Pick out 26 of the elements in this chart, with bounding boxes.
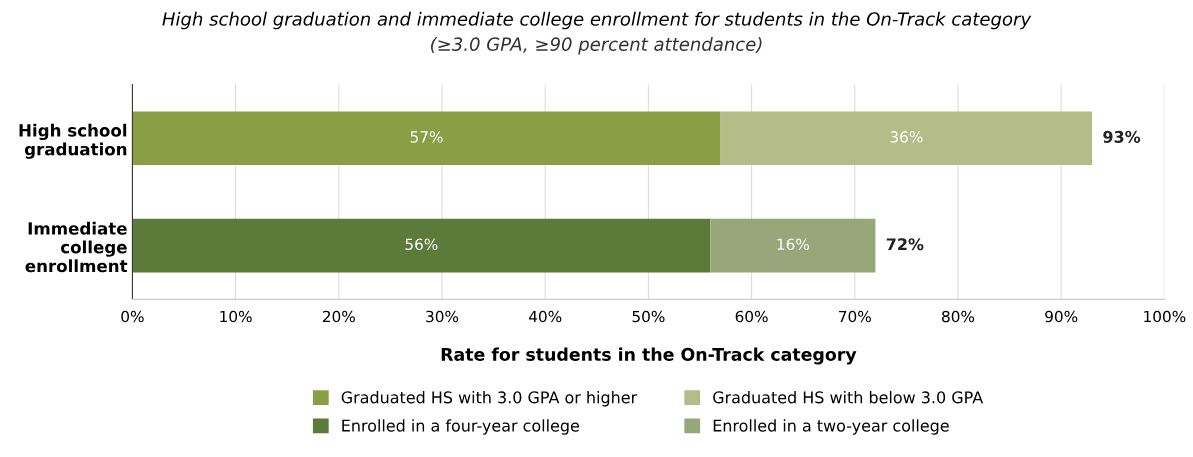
x-tick-label: 30%	[426, 310, 459, 323]
data-label: 36%	[890, 131, 923, 143]
chart-subtitle: (≥3.0 GPA, ≥90 percent attendance)	[431, 36, 762, 55]
x-tick-label: 80%	[942, 310, 975, 323]
x-tick-label: 70%	[839, 310, 871, 323]
total-label: 93%	[1103, 130, 1141, 143]
data-label: 57%	[410, 131, 443, 143]
x-tick-label: 100%	[1144, 310, 1186, 323]
y-tick-label: High school graduation	[19, 123, 127, 159]
x-tick-label: 10%	[220, 310, 252, 323]
x-axis-title: Rate for students in the On-Track category	[441, 347, 857, 365]
legend-label: Graduated HS with 3.0 GPA or higher	[341, 391, 638, 407]
x-tick-label: 40%	[528, 310, 562, 323]
x-tick-label: 90%	[1045, 310, 1078, 323]
x-tick-label: 60%	[735, 310, 768, 323]
chart-title: High school graduation and immediate college enrollment for students in the On-Track category	[162, 11, 1032, 30]
x-tick-label: 50%	[632, 310, 665, 323]
y-tick-label: Immediate college enrollment	[25, 221, 128, 273]
data-label: 56%	[405, 238, 438, 251]
legend-label: Enrolled in a two-year college	[713, 419, 949, 435]
data-label: 16%	[777, 238, 809, 251]
x-tick-label: 0%	[121, 310, 144, 323]
x-tick-label: 20%	[322, 310, 355, 323]
total-label: 72%	[886, 238, 924, 251]
legend-label: Enrolled in a four-year college	[342, 419, 580, 435]
legend-label: Graduated HS with below 3.0 GPA	[713, 391, 984, 404]
